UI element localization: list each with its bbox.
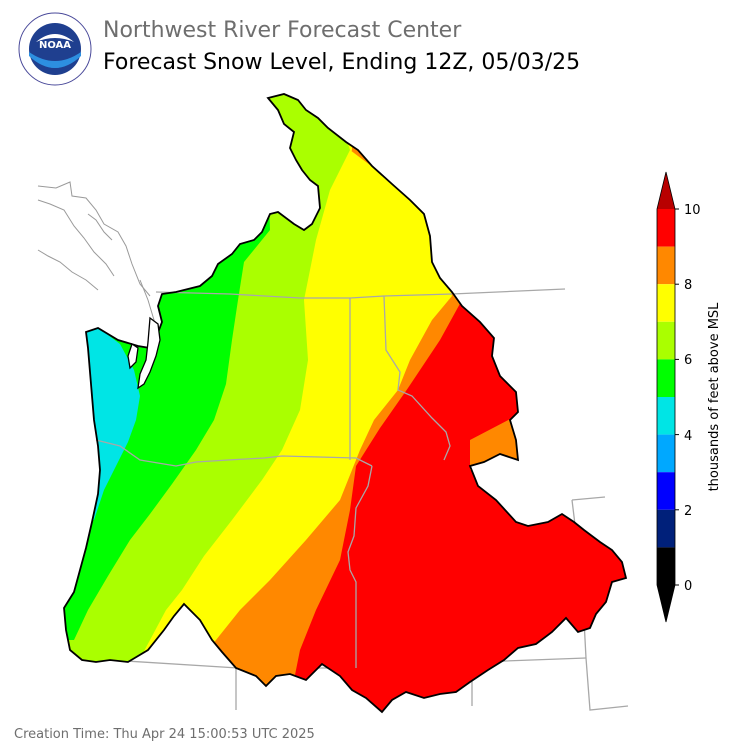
colorbar-tick-labels: 0 2 4 6 8 10 xyxy=(684,203,701,594)
colorbar-bin-4-5 xyxy=(657,397,675,435)
colorbar-bin-7-8 xyxy=(657,284,675,322)
tick-label: 0 xyxy=(684,579,692,594)
colorbar-bin-3-4 xyxy=(657,434,675,473)
puget-sound-islands xyxy=(127,316,161,390)
colorbar-label: thousands of feet above MSL xyxy=(707,302,722,492)
colorbar-bin-1-2 xyxy=(657,509,675,548)
colorbar xyxy=(657,172,675,622)
noaa-logo: NOAA xyxy=(18,12,92,86)
svg-text:NOAA: NOAA xyxy=(39,40,71,51)
colorbar-over-arrow xyxy=(657,172,675,209)
colorbar-bin-6-7 xyxy=(657,321,675,360)
map-title: Forecast Snow Level, Ending 12Z, 05/03/2… xyxy=(103,50,581,75)
tick-label: 8 xyxy=(684,278,692,293)
state-borders-inner xyxy=(95,291,453,668)
tick-label: 4 xyxy=(684,429,692,444)
tick-label: 2 xyxy=(684,504,692,519)
colorbar-under-arrow xyxy=(657,585,675,622)
creation-time: Creation Time: Thu Apr 24 15:00:53 UTC 2… xyxy=(14,727,315,742)
tick-label: 10 xyxy=(684,203,701,218)
colorbar-legend: 0 2 4 6 8 10 thousands of feet above MSL xyxy=(656,171,722,623)
colorbar-bin-5-6 xyxy=(657,359,675,397)
agency-title: Northwest River Forecast Center xyxy=(103,18,462,43)
colorbar-ticks xyxy=(675,208,679,586)
colorbar-bin-2-3 xyxy=(657,472,675,510)
tick-label: 6 xyxy=(684,353,692,368)
colorbar-bin-0-1 xyxy=(657,547,675,585)
colorbar-bin-9-10 xyxy=(657,209,675,247)
colorbar-bin-8-9 xyxy=(657,246,675,285)
